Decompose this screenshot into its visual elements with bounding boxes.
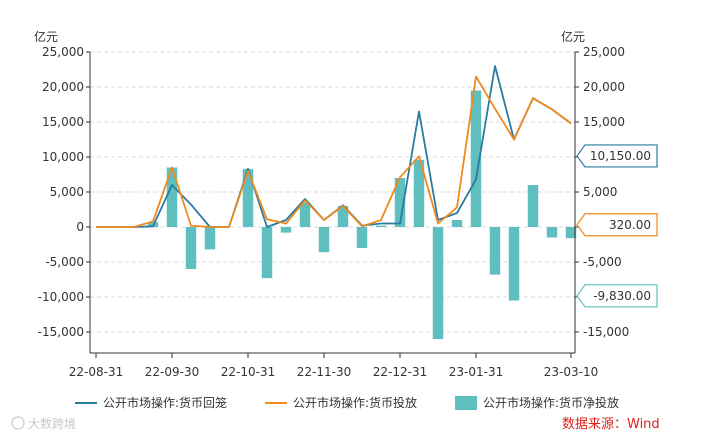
y-axis-left-ticks: -15,000 -10,000 -5,000 0 5,000 10,000 15,000 20… [38,45,90,339]
bar [299,202,311,227]
y-tick-label-right: 5,000 [583,185,617,199]
x-tick-label: 22-11-30 [297,365,351,379]
axes [89,52,576,354]
bar [413,159,425,227]
callout-box [576,284,658,308]
bar [508,227,520,301]
source-text: 数据来源：Wind [562,417,660,432]
bar [470,90,482,227]
x-axis-ticks: 22-08-31 22-09-30 22-10-31 22-11-30 22-12-31… [69,353,598,379]
x-tick-label: 23-01-31 [449,365,503,379]
y-tick-label-left: 0 [76,220,84,234]
bar [394,178,406,227]
callout-label: 10,150.00 [590,149,651,163]
bar [242,168,254,227]
bar [375,225,387,227]
bar [261,227,273,279]
bar [185,227,197,269]
x-tick-label: 22-10-31 [221,365,275,379]
bar [204,227,216,250]
bar [527,185,539,227]
callout-box [576,213,658,237]
y-tick-label-left: 20,000 [42,80,84,94]
bar [489,227,501,275]
bar-series [147,90,577,339]
y-tick-label-right: 15,000 [583,115,625,129]
callout-label: -9,830.00 [593,289,651,303]
y-tick-label-right: -5,000 [583,255,622,269]
legend-swatch [455,396,477,410]
line-series [96,65,572,228]
x-tick-label: 22-12-31 [373,365,427,379]
bar [280,227,292,233]
y-tick-label-right: -15,000 [583,325,629,339]
callout-label: 320.00 [609,218,651,232]
bar [166,167,178,227]
watermark-text: 大数跨境 [28,416,76,431]
y-tick-label-left: -15,000 [38,325,84,339]
watermark-logo-icon [11,416,25,430]
series-line-2 [96,75,572,228]
bar [337,206,349,227]
bar [356,227,368,248]
y-tick-label-right: 20,000 [583,80,625,94]
y-axis-right-unit: 亿元 [561,29,585,44]
y-tick-label-right: 25,000 [583,45,625,59]
y-tick-label-left: 5,000 [50,185,84,199]
bar [546,227,558,238]
legend-item-1[interactable]: 公开市场操作:货币回笼 [103,395,227,410]
y-tick-label-left: 25,000 [42,45,84,59]
y-tick-label-left: 15,000 [42,115,84,129]
value-callouts: 10,150.00 320.00 -9,830.00 [576,144,658,308]
legend[interactable]: 公开市场操作:货币回笼 公开市场操作:货币投放 公开市场操作:货币净投放 [75,395,619,410]
y-tick-label-left: 10,000 [42,150,84,164]
x-tick-label: 22-08-31 [69,365,123,379]
legend-item-3[interactable]: 公开市场操作:货币净投放 [483,395,619,410]
bar [565,227,577,239]
watermark: 大数跨境 [11,416,76,431]
bar [318,227,330,253]
y-tick-label-left: -10,000 [38,290,84,304]
bar [432,227,444,339]
y-axis-left-unit: 亿元 [34,29,58,44]
y-tick-label-left: -5,000 [45,255,84,269]
x-tick-label: 22-09-30 [145,365,199,379]
legend-item-2[interactable]: 公开市场操作:货币投放 [293,395,417,410]
bar [451,220,463,227]
callout-box [576,144,658,168]
x-tick-label: 23-03-10 [544,365,598,379]
